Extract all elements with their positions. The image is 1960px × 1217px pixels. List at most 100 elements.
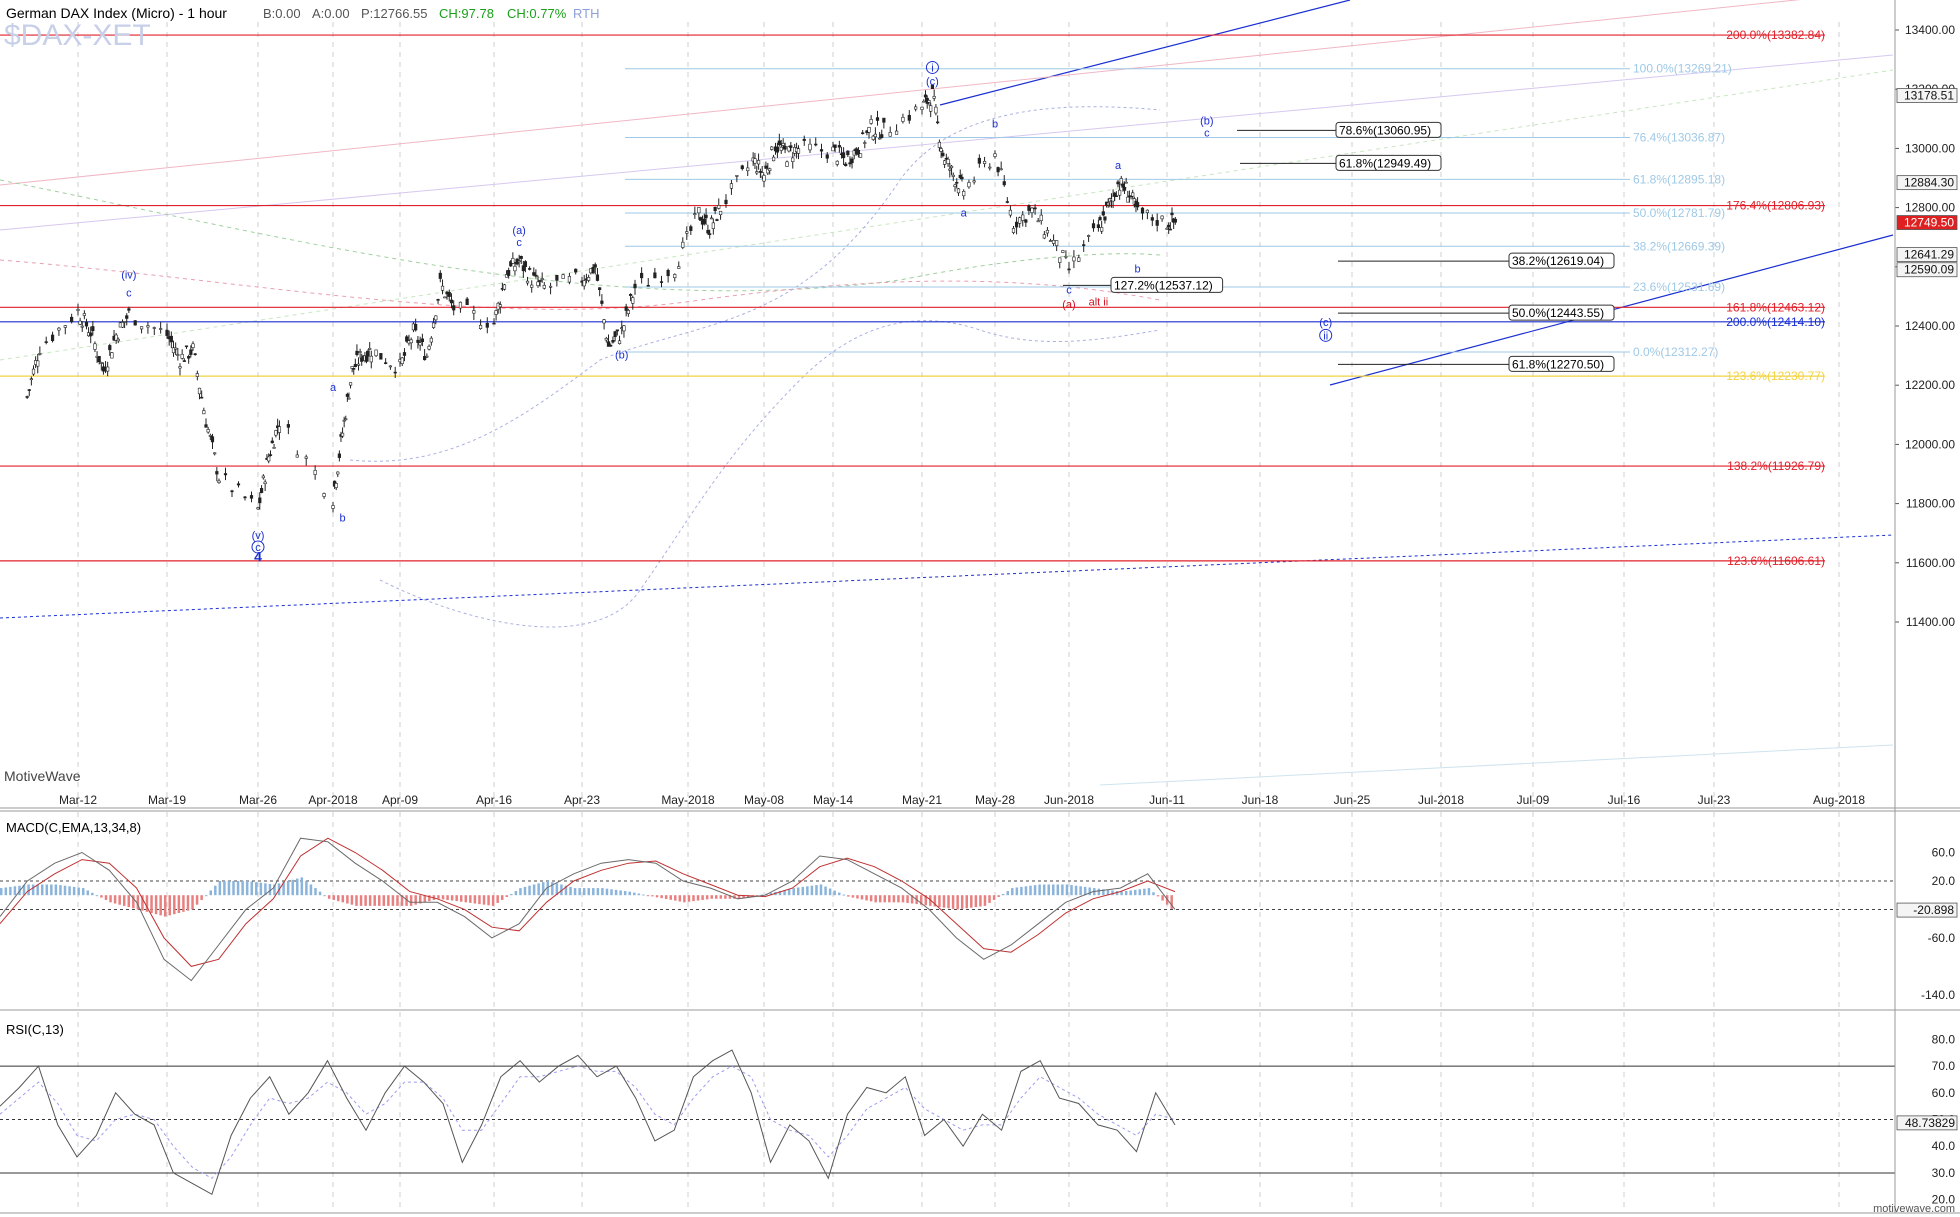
candle-body bbox=[78, 320, 82, 325]
x-tick-label: May-21 bbox=[902, 793, 942, 807]
x-tick-label: Apr-16 bbox=[476, 793, 512, 807]
macd-histogram-bar bbox=[651, 895, 654, 897]
symbol-watermark: $DAX-XET bbox=[4, 19, 151, 52]
candle-body bbox=[114, 334, 118, 341]
macd-histogram-bar bbox=[628, 891, 631, 896]
fib-level-label: 123.6%(12230.77) bbox=[1726, 369, 1825, 383]
band-curve bbox=[379, 320, 1161, 628]
fib-level-label: 100.0%(13269.21) bbox=[1633, 62, 1732, 76]
macd-histogram-bar bbox=[441, 895, 445, 900]
macd-histogram-bar bbox=[605, 888, 609, 896]
candle-body bbox=[384, 362, 388, 364]
macd-histogram-bar bbox=[500, 895, 504, 900]
macd-histogram-bar bbox=[177, 895, 181, 913]
x-tick-label: Jun-11 bbox=[1149, 793, 1185, 807]
macd-histogram-bar bbox=[819, 884, 823, 896]
macd-histogram-bar bbox=[569, 886, 572, 896]
candle-body bbox=[267, 456, 271, 462]
candle-body bbox=[165, 329, 169, 336]
wave-label: b bbox=[992, 119, 998, 131]
candle-body bbox=[523, 261, 528, 267]
macd-histogram-bar bbox=[551, 882, 554, 896]
y-tick-label: 12800.00 bbox=[1905, 201, 1955, 215]
wave-label: c bbox=[1066, 284, 1072, 296]
macd-histogram-bar bbox=[282, 882, 285, 896]
macd-histogram-bar bbox=[970, 895, 973, 908]
macd-histogram-bar bbox=[1147, 888, 1151, 896]
macd-histogram-bar bbox=[614, 889, 618, 896]
candle-body bbox=[261, 475, 265, 479]
candle-body bbox=[768, 168, 772, 171]
macd-histogram-bar bbox=[910, 895, 914, 904]
candle-body bbox=[436, 299, 440, 301]
price-grid bbox=[77, 22, 1840, 1210]
header-rth: RTH bbox=[573, 6, 599, 21]
macd-histogram-bar bbox=[692, 895, 695, 902]
candle-body bbox=[76, 309, 80, 311]
header-price: P:12766.55 bbox=[361, 6, 428, 21]
candle-body bbox=[704, 214, 708, 219]
candle-body bbox=[485, 322, 489, 328]
candle-body bbox=[1024, 219, 1028, 223]
target-box-label: 127.2%(12537.12) bbox=[1114, 278, 1213, 292]
candle-body bbox=[640, 272, 644, 279]
fib-level-label: 200.0%(13382.84) bbox=[1726, 28, 1825, 42]
candle-body bbox=[180, 353, 184, 359]
candle-body bbox=[666, 270, 670, 277]
candle-body bbox=[929, 105, 933, 112]
macd-histogram-bar bbox=[227, 880, 231, 896]
macd-histogram-bar bbox=[965, 895, 969, 909]
candle-body bbox=[337, 453, 341, 458]
macd-histogram-bar bbox=[901, 895, 905, 903]
candle-body bbox=[236, 483, 241, 486]
candle-body bbox=[706, 229, 710, 234]
macd-histogram-bar bbox=[519, 888, 522, 896]
macd-histogram-bar bbox=[387, 895, 390, 906]
candle-body bbox=[1145, 209, 1149, 213]
wave-circle bbox=[925, 60, 939, 74]
candle-body bbox=[334, 483, 338, 488]
macd-histogram-bar bbox=[596, 888, 600, 896]
candle-body bbox=[746, 167, 750, 172]
candle-body bbox=[342, 419, 346, 422]
macd-histogram-bar bbox=[122, 895, 126, 906]
candle-body bbox=[587, 277, 591, 281]
x-tick-label: Apr-2018 bbox=[308, 793, 358, 807]
macd-histogram-bar bbox=[623, 891, 627, 896]
candle-body bbox=[63, 325, 67, 328]
candle-body bbox=[941, 152, 945, 157]
macd-histogram-bar bbox=[760, 894, 764, 896]
candle-body bbox=[628, 293, 633, 296]
candle-body bbox=[622, 325, 626, 332]
macd-histogram-bar bbox=[787, 889, 791, 896]
macd-histogram-bar bbox=[232, 880, 235, 896]
candle-body bbox=[249, 495, 254, 499]
macd-histogram-bar bbox=[127, 895, 131, 908]
candle-body bbox=[611, 340, 615, 343]
candle-body bbox=[507, 270, 511, 276]
price-tag-label: 13178.51 bbox=[1904, 89, 1954, 103]
candle-body bbox=[766, 168, 770, 174]
rsi-last-value: 48.73829 bbox=[1905, 1116, 1955, 1130]
macd-histogram-bar bbox=[582, 888, 586, 896]
rsi-last-tag bbox=[1896, 1115, 1958, 1131]
candle-body bbox=[449, 299, 454, 304]
x-tick-label: May-2018 bbox=[661, 793, 715, 807]
macd-histogram-bar bbox=[309, 884, 313, 896]
target-box-label: 38.2%(12619.04) bbox=[1512, 254, 1604, 268]
candle-body bbox=[1170, 212, 1174, 216]
macd-histogram-bar bbox=[1161, 895, 1164, 901]
trendline bbox=[0, 534, 1894, 619]
macd-histogram-bar bbox=[833, 890, 836, 896]
macd-histogram-bar bbox=[236, 880, 240, 896]
candle-body bbox=[517, 260, 521, 263]
macd-histogram-bar bbox=[669, 895, 672, 900]
fib-level-label: 50.0%(12781.79) bbox=[1633, 206, 1725, 220]
candle-body bbox=[91, 326, 95, 332]
macd-histogram-bar bbox=[450, 895, 454, 901]
candle-body bbox=[418, 342, 422, 346]
candle-body bbox=[771, 156, 776, 162]
candle-body bbox=[1168, 228, 1172, 231]
candle-body bbox=[364, 355, 369, 362]
